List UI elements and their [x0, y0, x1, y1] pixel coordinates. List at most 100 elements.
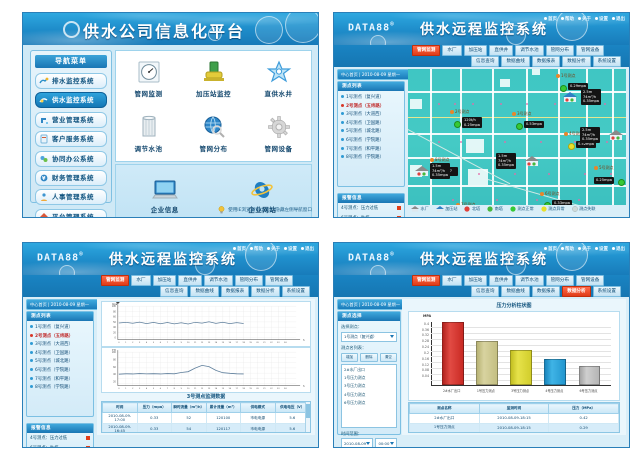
- list-item[interactable]: 4号测点（卫国路）: [341, 120, 402, 126]
- tab-pump-station[interactable]: 加压站: [463, 275, 488, 286]
- list-item[interactable]: 2#水厂出口: [344, 366, 365, 372]
- clear-button[interactable]: 清空: [379, 352, 397, 362]
- map-point-label[interactable]: 5号测点: [594, 165, 614, 171]
- tab-data-curve[interactable]: 数据曲线: [190, 286, 219, 297]
- list-item[interactable]: 5号测点（城北路）: [30, 358, 91, 364]
- sidebar-item-supply[interactable]: 供水监控系统: [35, 92, 107, 109]
- tab-info-query[interactable]: 信息查询: [471, 286, 500, 297]
- tab-waterworks[interactable]: 水厂: [442, 275, 462, 286]
- list-item[interactable]: 3号压力测点: [344, 383, 366, 389]
- top-menu-logout[interactable]: 退出: [612, 16, 625, 22]
- map-point-label[interactable]: 4号测点: [564, 131, 584, 137]
- time-from-input[interactable]: 00:00: [375, 438, 397, 447]
- point-select-dropdown[interactable]: 1号测点（复兴道）: [341, 331, 397, 342]
- sidebar-item-drain[interactable]: 排水监控系统: [35, 73, 107, 89]
- list-item[interactable]: 6号测点（学院路）: [341, 137, 402, 143]
- module-regulating-tank[interactable]: 调节水池: [116, 106, 181, 161]
- sidebar-item-office[interactable]: 协同办公系统: [35, 150, 107, 167]
- tab-direct-well[interactable]: 直供井: [489, 45, 514, 56]
- tab-data-report[interactable]: 数据报表: [531, 286, 561, 297]
- alarm-item[interactable]: 6号测点：失报: [338, 213, 404, 217]
- list-item[interactable]: 3号测点（大道西）: [341, 111, 402, 117]
- tab-pipeline-monitor[interactable]: 管网监测: [101, 275, 130, 286]
- map-point-label[interactable]: 6号测点: [540, 191, 560, 197]
- top-menu-settings[interactable]: 设置: [595, 16, 608, 22]
- tab-pipeline-equipment[interactable]: 管网设备: [575, 45, 605, 56]
- tab-system-settings[interactable]: 系统设置: [281, 286, 310, 297]
- sidebar-item-platform[interactable]: 平台管理系统: [35, 208, 107, 217]
- tab-data-analysis[interactable]: 数据分析: [562, 56, 591, 67]
- add-button[interactable]: 增加: [341, 352, 359, 362]
- tab-data-analysis[interactable]: 数据分析: [562, 286, 591, 297]
- module-pump-station[interactable]: 加压站监控: [181, 51, 246, 106]
- top-menu-settings[interactable]: 设置: [595, 246, 608, 252]
- list-item[interactable]: 2号测点（五纬路）: [30, 333, 91, 339]
- delete-button[interactable]: 删除: [360, 352, 378, 362]
- list-item[interactable]: 7号测点（和平路）: [341, 146, 402, 152]
- tab-pump-station[interactable]: 加压站: [152, 275, 177, 286]
- tab-info-query[interactable]: 信息查询: [160, 286, 189, 297]
- list-item[interactable]: 8号测点（学院路）: [341, 154, 402, 160]
- tab-data-report[interactable]: 数据报表: [220, 286, 250, 297]
- alarm-item[interactable]: 4号测点：压力过低: [338, 203, 404, 213]
- top-menu-about[interactable]: 关于: [578, 16, 591, 22]
- tab-waterworks[interactable]: 水厂: [131, 275, 151, 286]
- tab-pipeline-monitor[interactable]: 管网监测: [412, 275, 441, 286]
- tab-data-analysis[interactable]: 数据分析: [251, 286, 280, 297]
- list-item[interactable]: 1号测点（复兴道）: [341, 94, 402, 100]
- module-pipeline-monitor[interactable]: 管网监测: [116, 51, 181, 106]
- module-enterprise-site[interactable]: 企业网站: [214, 165, 312, 217]
- top-menu-help[interactable]: 帮助: [561, 16, 574, 22]
- top-menu-about[interactable]: 关于: [267, 246, 280, 252]
- tab-data-curve[interactable]: 数据曲线: [501, 56, 530, 67]
- tab-direct-well[interactable]: 直供井: [178, 275, 203, 286]
- selected-point-list[interactable]: 2#水厂出口 1号压力测点 3号压力测点 4号压力测点 6号压力测点: [341, 363, 397, 428]
- tab-regulating-tank[interactable]: 调节水池: [515, 275, 544, 286]
- tab-system-settings[interactable]: 系统设置: [592, 286, 621, 297]
- tab-data-curve[interactable]: 数据曲线: [501, 286, 530, 297]
- list-item[interactable]: 1号测点（复兴道）: [30, 324, 91, 330]
- top-menu-logout[interactable]: 退出: [612, 246, 625, 252]
- top-menu-home[interactable]: 首页: [544, 16, 557, 22]
- top-menu-home[interactable]: 首页: [233, 246, 246, 252]
- sidebar-item-hr[interactable]: 人事管理系统: [35, 189, 107, 206]
- tab-data-report[interactable]: 数据报表: [531, 56, 561, 67]
- list-item[interactable]: 6号测点（学院路）: [30, 367, 91, 373]
- list-item[interactable]: 2号测点（五纬路）: [341, 103, 402, 109]
- tab-pipeline-equipment[interactable]: 管网设备: [575, 275, 605, 286]
- analysis-table[interactable]: 测点名称 监测时间 压力（MPa） 2#水厂出口 2010-08-09-18:15…: [408, 402, 620, 433]
- tab-direct-well[interactable]: 直供井: [489, 275, 514, 286]
- sidebar-item-customer-service[interactable]: 客户服务系统: [35, 131, 107, 148]
- top-menu-settings[interactable]: 设置: [284, 246, 297, 252]
- tab-regulating-tank[interactable]: 调节水池: [515, 45, 544, 56]
- tab-regulating-tank[interactable]: 调节水池: [204, 275, 233, 286]
- top-menu-home[interactable]: 首页: [544, 246, 557, 252]
- top-menu-help[interactable]: 帮助: [250, 246, 263, 252]
- module-pipeline-map[interactable]: 管网分布: [181, 106, 246, 161]
- top-menu-about[interactable]: 关于: [578, 246, 591, 252]
- list-item[interactable]: 7号测点（和平路）: [30, 376, 91, 382]
- map-point-label[interactable]: 3号测点: [512, 111, 532, 117]
- map-point-label[interactable]: 7号测点: [456, 202, 476, 205]
- date-from-input[interactable]: 2010-08-09: [341, 438, 374, 447]
- alarm-item[interactable]: 6号测点：失报: [27, 443, 93, 447]
- list-item[interactable]: 3号测点（大道西）: [30, 341, 91, 347]
- tab-info-query[interactable]: 信息查询: [471, 56, 500, 67]
- tab-waterworks[interactable]: 水厂: [442, 45, 462, 56]
- tab-pump-station[interactable]: 加压站: [463, 45, 488, 56]
- module-pipeline-equipment[interactable]: 管网设备: [246, 106, 311, 161]
- tab-pipeline-map[interactable]: 管网分布: [545, 275, 574, 286]
- top-menu-help[interactable]: 帮助: [561, 246, 574, 252]
- tab-system-settings[interactable]: 系统设置: [592, 56, 621, 67]
- tab-pipeline-monitor[interactable]: 管网监测: [412, 45, 441, 56]
- tab-pipeline-map[interactable]: 管网分布: [545, 45, 574, 56]
- list-item[interactable]: 4号测点（卫国路）: [30, 350, 91, 356]
- monitor-data-table[interactable]: 时间 压力（mpa） 瞬时流量（m³/h） 累计流量（m³） 供电模式 供电电压…: [101, 401, 311, 433]
- map-point-label[interactable]: 2号测点: [450, 109, 470, 115]
- list-item[interactable]: 4号压力测点: [344, 391, 366, 397]
- module-direct-well[interactable]: 直供水井: [246, 51, 311, 106]
- tab-pipeline-map[interactable]: 管网分布: [234, 275, 263, 286]
- list-item[interactable]: 1号压力测点: [344, 374, 366, 380]
- pipeline-map[interactable]: 1号测点 0.29mpa 2号测点 120t/h 0.25mpa 3号测点 0.…: [408, 69, 626, 205]
- tab-pipeline-equipment[interactable]: 管网设备: [264, 275, 294, 286]
